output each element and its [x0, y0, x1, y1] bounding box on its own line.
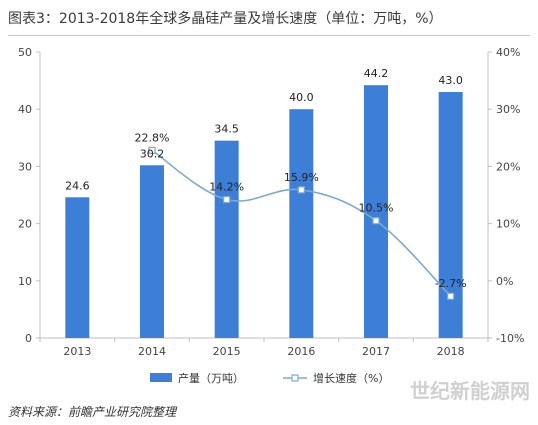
bar-value-label: 43.0	[438, 74, 463, 87]
left-axis-tick-label: 30	[18, 160, 32, 173]
bar	[289, 109, 314, 338]
bar-value-label: 30.2	[140, 147, 165, 160]
chart-axes: 0 10 20 30 40 50 -10% 0% 10% 20% 30% 40% 2013 2014 201…	[18, 46, 524, 358]
chart-legend: 产量（万吨） 增长速度（%）	[150, 371, 389, 385]
x-axis-tick-label: 2015	[213, 345, 241, 358]
left-axis-tick-label: 10	[18, 275, 32, 288]
line-value-label: 14.2%	[209, 181, 244, 194]
line-value-label: 22.8%	[135, 131, 170, 144]
line-point	[372, 217, 380, 225]
right-axis-tick-label: 30%	[496, 103, 520, 116]
legend-line-label: 增长速度（%）	[313, 371, 389, 385]
source-note: 资料来源：前瞻产业研究院整理	[8, 405, 177, 419]
line-point	[223, 195, 231, 204]
bar	[438, 92, 463, 338]
bar-value-label: 40.0	[289, 91, 314, 104]
legend-line-marker	[291, 374, 299, 382]
x-axis-tick-label: 2013	[63, 345, 91, 358]
line-point	[297, 186, 305, 194]
line-series	[148, 146, 455, 300]
line-value-label: 15.9%	[284, 171, 319, 184]
legend-bar-label: 产量（万吨）	[178, 371, 244, 385]
right-axis-tick-label: 40%	[496, 46, 520, 59]
legend-bar-swatch	[150, 373, 172, 382]
x-axis-tick-label: 2014	[138, 345, 166, 358]
right-axis-tick-label: 10%	[496, 218, 520, 231]
line-value-label: -2.7%	[435, 277, 467, 290]
chart-title: 图表3：2013-2018年全球多晶硅产量及增长速度（单位：万吨，%）	[8, 11, 443, 27]
data-labels: 24.6 30.2 34.5 40.0 44.2 43.0 22.8% 14.2% 15.9% 1…	[65, 67, 467, 290]
left-axis-tick-label: 50	[18, 46, 32, 59]
left-axis-tick-label: 20	[18, 218, 32, 231]
bar	[364, 85, 388, 339]
bar-value-label: 34.5	[214, 123, 239, 136]
bar	[65, 197, 90, 338]
left-axis-tick-label: 40	[18, 103, 32, 116]
x-axis-tick-label: 2018	[437, 345, 465, 358]
line-value-label: 10.5%	[359, 202, 394, 215]
watermark: 世纪新能源网	[410, 379, 530, 403]
bar-series	[65, 85, 463, 339]
right-axis-tick-label: 20%	[496, 160, 520, 173]
bar-value-label: 44.2	[364, 67, 389, 80]
bar-value-label: 24.6	[65, 179, 90, 192]
line-point	[447, 292, 455, 300]
right-axis-tick-label: -10%	[496, 332, 524, 345]
bar	[214, 140, 239, 338]
title-divider	[8, 35, 530, 36]
right-axis-tick-label: 0%	[496, 275, 513, 288]
line-point	[148, 146, 156, 154]
bar	[140, 165, 164, 338]
x-axis-tick-label: 2016	[287, 345, 315, 358]
left-axis-tick-label: 0	[25, 332, 32, 345]
x-axis-tick-label: 2017	[362, 345, 390, 358]
